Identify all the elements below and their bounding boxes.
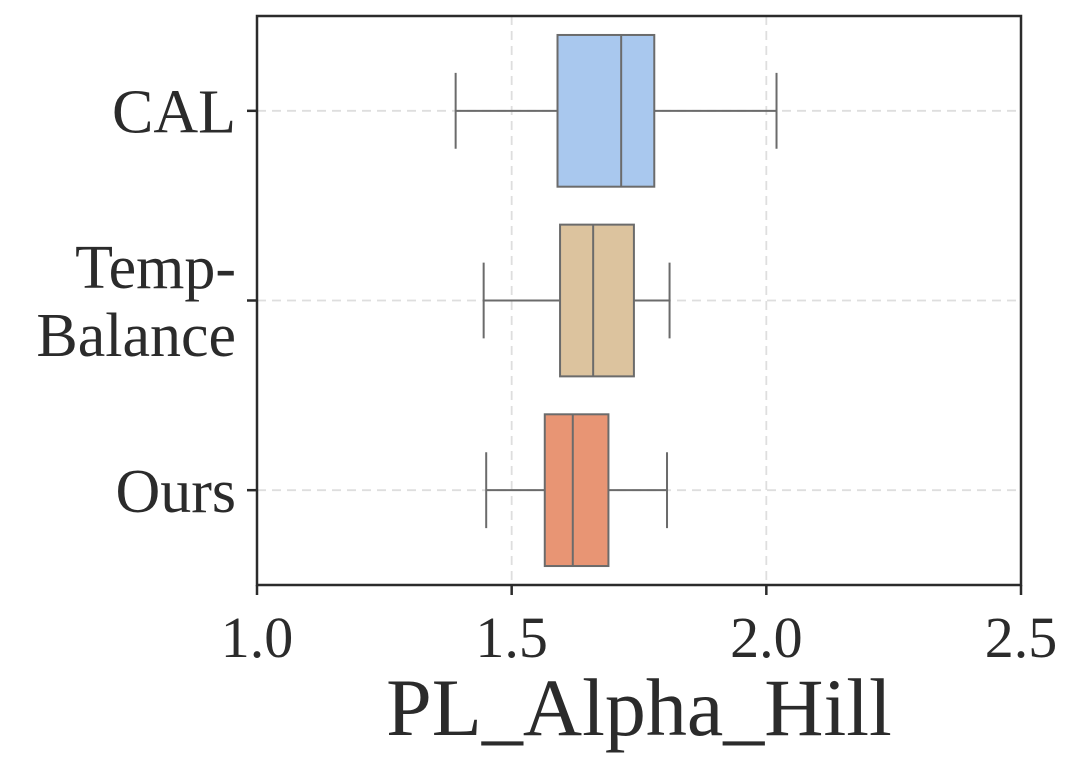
x-tick-label-0: 1.0 (221, 605, 294, 670)
box-0 (556, 33, 656, 188)
x-tick-label-1: 1.5 (475, 605, 548, 670)
axis-ticks: 1.0 1.5 2.0 2.5 CAL Temp-Balance Ours (36, 79, 1057, 670)
y-tick-label-1-line-0: Temp- (75, 234, 236, 302)
y-tick-label-0-line-0: CAL (112, 79, 236, 147)
x-tick-label-3: 2.5 (985, 605, 1058, 670)
box-2 (543, 413, 610, 568)
y-tick-label-1-line-1: Balance (36, 302, 236, 370)
x-tick-label-2: 2.0 (730, 605, 803, 670)
boxes (454, 33, 778, 568)
x-axis-label: PL_Alpha_Hill (386, 662, 892, 753)
y-tick-label-2-line-0: Ours (115, 458, 236, 526)
box-1 (559, 223, 635, 378)
